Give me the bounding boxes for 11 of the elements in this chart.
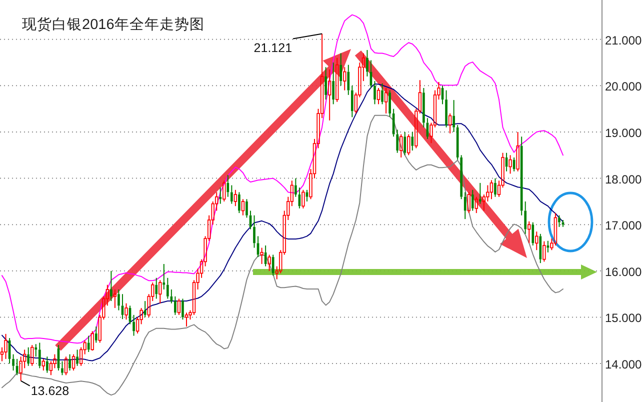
y-tick-label: 14.000 (605, 358, 642, 372)
y-tick-label: 18.000 (605, 172, 642, 186)
y-tick-label: 19.000 (605, 126, 642, 140)
y-tick-label: 20.000 (605, 80, 642, 94)
annotation: 13.628 (30, 384, 70, 398)
title: 现货白银2016年全年走势图 (22, 17, 204, 33)
y-tick-label: 16.000 (605, 264, 642, 279)
y-tick-label: 21.000 (605, 33, 642, 48)
y-tick-label: 17.000 (605, 218, 642, 233)
annotation: 21.121 (254, 40, 292, 55)
y-tick-label: 15.000 (605, 311, 642, 326)
